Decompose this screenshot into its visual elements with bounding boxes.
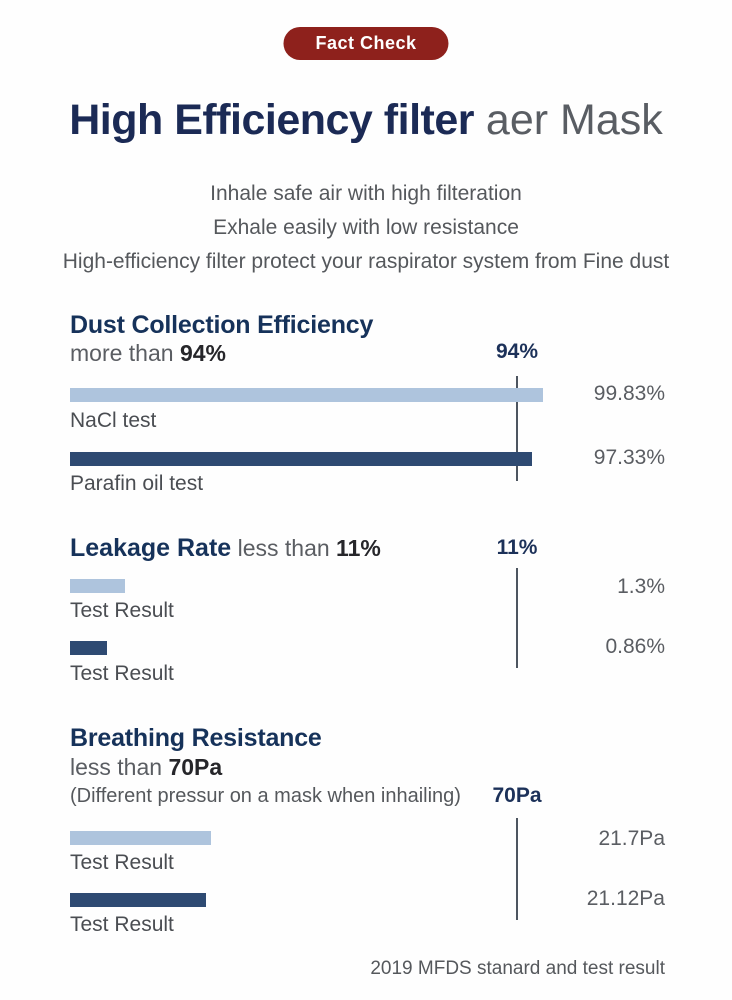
- bar-value: 1.3%: [617, 575, 665, 598]
- bar-test-result-1: [70, 831, 211, 845]
- threshold-line: [516, 818, 518, 920]
- page-title: High Efficiency filter aer Mask: [0, 96, 732, 145]
- bar-label: Parafin oil test: [70, 472, 204, 495]
- bar-label: Test Result: [70, 913, 174, 936]
- threshold-line: [516, 376, 518, 481]
- section-title: Leakage Rate: [70, 534, 232, 562]
- bar-nacl-test: [70, 388, 543, 402]
- threshold-label: 94%: [495, 340, 539, 363]
- requirement-value: 94%: [179, 340, 226, 366]
- section-breathing-resistance: Breathing Resistance less than 70Pa (Dif…: [70, 724, 665, 944]
- source-note: 2019 MFDS stanard and test result: [370, 958, 665, 979]
- requirement-text: less than: [70, 754, 169, 780]
- subtitle-line-2: Exhale easily with low resistance: [213, 216, 519, 239]
- bar-value: 97.33%: [593, 446, 665, 469]
- bar-label: Test Result: [70, 851, 174, 874]
- bar-test-result-1: [70, 579, 125, 593]
- page-title-bold: High Efficiency filter: [69, 96, 474, 144]
- requirement-text: more than: [70, 340, 180, 366]
- bar-parafin-oil-test: [70, 452, 532, 466]
- requirement-text: less than: [231, 535, 337, 561]
- subtitle-line-1: Inhale safe air with high filteration: [210, 182, 522, 205]
- threshold-label: 11%: [496, 536, 538, 559]
- subtitle-line-3: High-efficiency filter protect your rasp…: [62, 250, 670, 273]
- requirement-value: 70Pa: [168, 754, 223, 780]
- page-title-light: aer Mask: [473, 96, 663, 144]
- section-dust-collection-efficiency: Dust Collection Efficiency more than 94%…: [70, 311, 665, 511]
- bar-value: 99.83%: [593, 382, 665, 405]
- threshold-line: [516, 568, 518, 668]
- section-note: (Different pressur on a mask when inhail…: [70, 785, 461, 807]
- bar-test-result-2: [70, 641, 107, 655]
- bar-value: 0.86%: [605, 635, 665, 658]
- page-subtitle: Inhale safe air with high filteration Ex…: [0, 177, 732, 279]
- bar-value: 21.12Pa: [586, 887, 665, 910]
- section-requirement: more than 94%: [70, 340, 226, 367]
- section-title: Breathing Resistance: [70, 724, 322, 752]
- section-leakage-rate: Leakage Rate less than 11% 11% 1.3% Test…: [70, 534, 665, 704]
- section-heading-line: Leakage Rate less than 11%: [70, 534, 381, 563]
- bar-test-result-2: [70, 893, 206, 907]
- section-title: Dust Collection Efficiency: [70, 311, 374, 339]
- requirement-value: 11%: [336, 535, 381, 561]
- bar-label: Test Result: [70, 599, 174, 622]
- section-requirement: less than 70Pa: [70, 754, 222, 781]
- threshold-label: 70Pa: [492, 784, 542, 807]
- bar-label: Test Result: [70, 662, 174, 685]
- bar-label: NaCl test: [70, 409, 157, 432]
- bar-value: 21.7Pa: [598, 827, 665, 850]
- fact-check-badge: Fact Check: [283, 27, 449, 60]
